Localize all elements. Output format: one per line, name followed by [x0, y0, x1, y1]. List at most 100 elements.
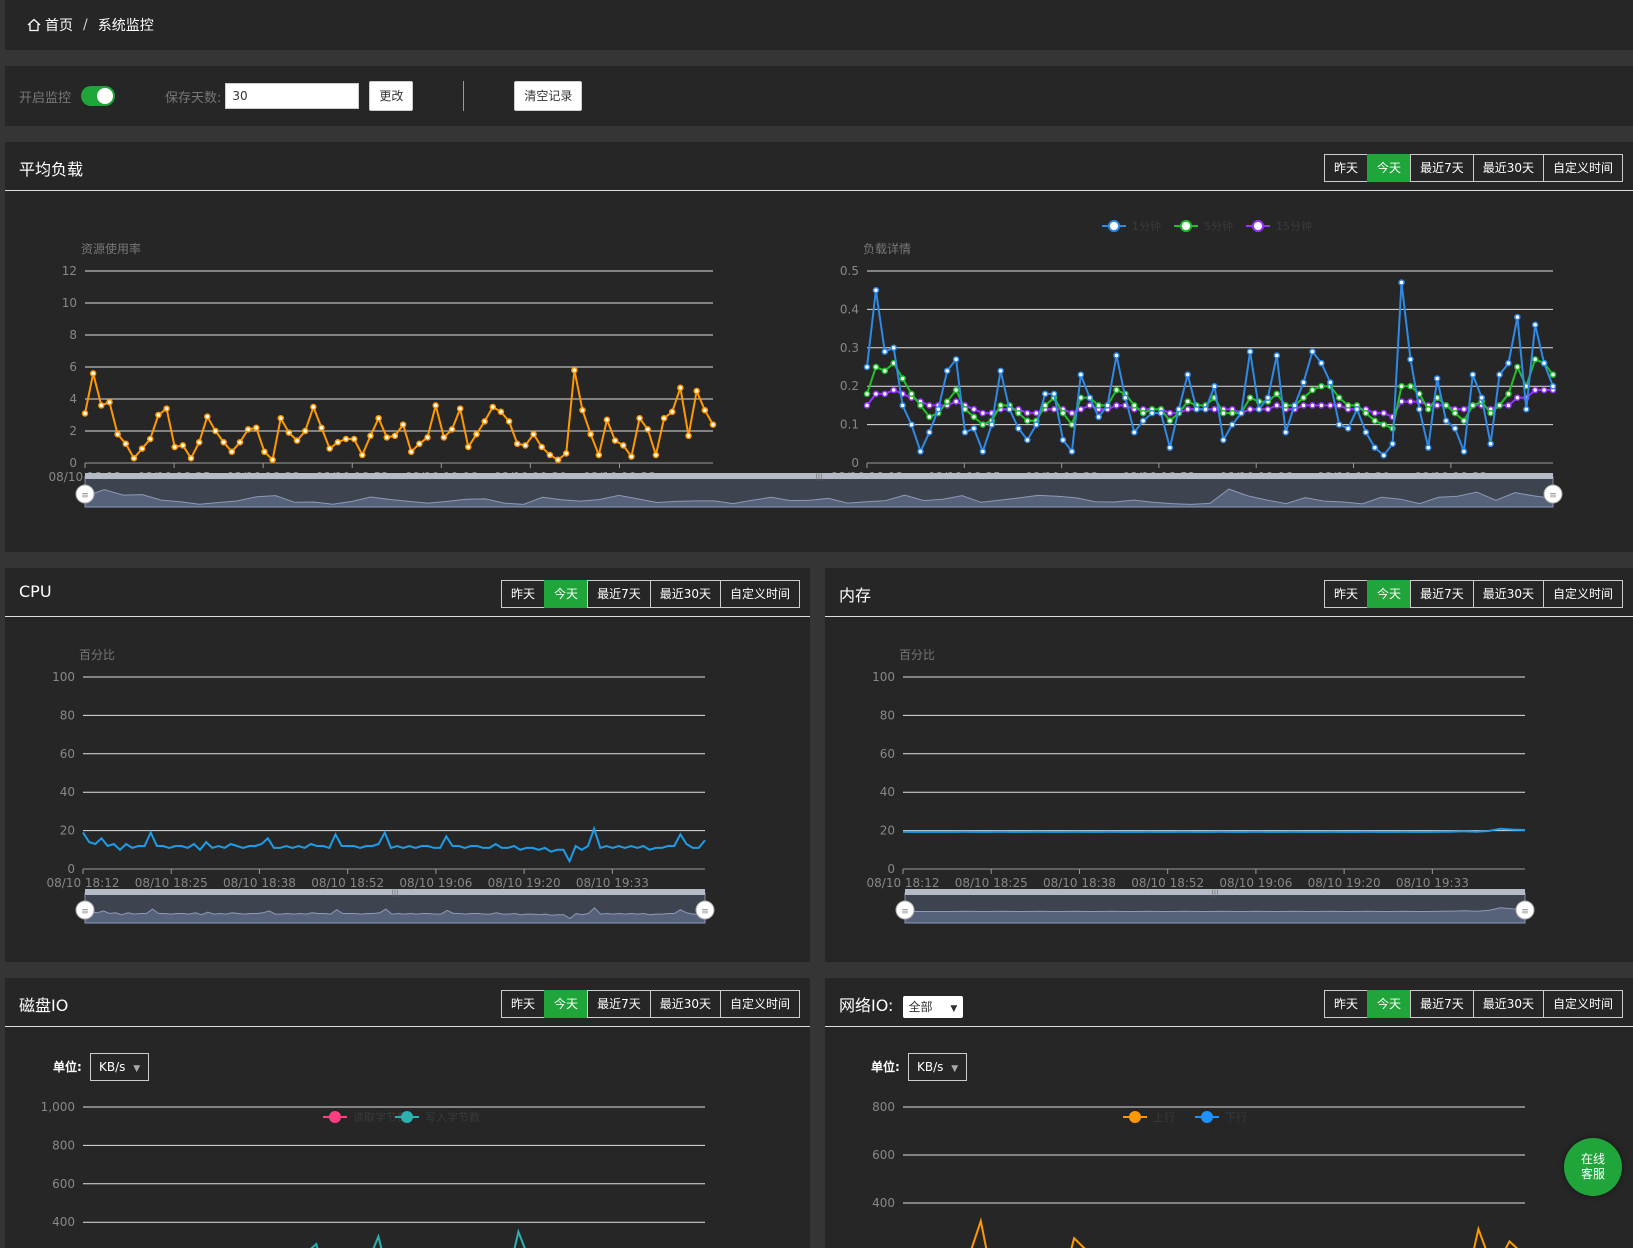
load-detail-2-point: [1184, 405, 1191, 413]
range-button[interactable]: 昨天: [501, 990, 546, 1018]
load-rate-point: [620, 442, 627, 449]
network-io-chart[interactable]: 400 600 800 上行 下行: [825, 1027, 1633, 1248]
x-tick-label: 08/10 18:52: [1131, 876, 1204, 890]
range-button[interactable]: 今天: [544, 990, 589, 1018]
load-detail-0-point: [1113, 352, 1120, 359]
range-button[interactable]: 最近30天: [649, 990, 721, 1018]
clear-records-button[interactable]: 清空记录: [514, 81, 583, 111]
load-rate-point: [465, 443, 472, 451]
network-panel-header: 网络IO: 全部 ▼ 昨天 今天 最近7天 最近30天 自定义时间: [825, 978, 1633, 1027]
x-tick-label: 08/10 18:38: [223, 876, 296, 890]
load-rate-point: [456, 405, 464, 412]
load-detail-2-point: [1113, 402, 1120, 409]
disk-io-chart[interactable]: 400 600 800 1,000 读取字节数 写入字节数: [5, 1027, 810, 1248]
range-button[interactable]: 最近30天: [1472, 990, 1544, 1018]
load-detail-1-point: [1015, 409, 1022, 417]
range-button[interactable]: 今天: [1367, 580, 1412, 608]
y-axis-title: 百分比: [79, 648, 115, 662]
network-interface-select[interactable]: 全部 ▼: [902, 995, 964, 1018]
load-detail-0-point: [1015, 425, 1022, 432]
network-unit-select[interactable]: KB/s ▼: [908, 1053, 968, 1081]
range-button[interactable]: 最近7天: [1410, 580, 1474, 608]
load-rate-point: [554, 456, 562, 464]
load-detail-0-point: [863, 363, 871, 371]
load-rate-point: [195, 438, 203, 446]
range-button[interactable]: 昨天: [501, 580, 546, 608]
range-button[interactable]: 最近30天: [649, 580, 721, 608]
load-rate-point: [359, 451, 366, 459]
range-button[interactable]: 自定义时间: [719, 580, 800, 608]
x-tick-label: 08/10 19:33: [576, 876, 649, 890]
zoom-slider-bar: [905, 889, 1525, 895]
load-detail-1-point: [1184, 398, 1191, 405]
range-button[interactable]: 最近30天: [1472, 580, 1544, 608]
y-tick-label: 0.1: [840, 418, 859, 432]
load-detail-0-point: [1309, 348, 1316, 355]
y-tick-label: 0: [887, 862, 895, 876]
load-detail-0-point: [1273, 352, 1281, 359]
load-detail-1-point: [970, 413, 978, 421]
zoom-preview-area: [84, 488, 1554, 508]
load-detail-1-point: [1514, 363, 1521, 371]
load-detail-0-point: [1496, 371, 1503, 378]
load-detail-2-point: [1505, 402, 1512, 409]
range-button[interactable]: 最近30天: [1472, 154, 1544, 182]
load-rate-point: [709, 421, 717, 428]
load-detail-1-point: [1362, 409, 1370, 417]
disk-unit-select[interactable]: KB/s ▼: [90, 1053, 150, 1081]
range-button[interactable]: 今天: [1367, 990, 1412, 1018]
y-tick-label: 80: [880, 708, 895, 722]
range-button[interactable]: 今天: [1367, 154, 1412, 182]
load-rate-point: [481, 418, 488, 425]
network-io-panel: 网络IO: 全部 ▼ 昨天 今天 最近7天 最近30天 自定义时间 单位: KB/s ▼…: [825, 978, 1633, 1248]
load-rate-point: [595, 451, 603, 459]
legend-label: 上行: [1153, 1111, 1175, 1124]
load-detail-0-point: [1131, 429, 1138, 436]
range-button[interactable]: 自定义时间: [1542, 580, 1623, 608]
y-tick-label: 40: [880, 785, 895, 799]
load-detail-0-point: [943, 367, 951, 375]
load-rate-point: [261, 448, 268, 456]
online-service-button[interactable]: 在线 客服: [1564, 1138, 1622, 1196]
range-button[interactable]: 昨天: [1324, 154, 1369, 182]
y-tick-label: 40: [60, 785, 75, 799]
y-tick-label: 4: [69, 392, 77, 406]
range-button[interactable]: 最近7天: [1410, 154, 1474, 182]
load-rate-point: [89, 370, 97, 377]
range-button[interactable]: 自定义时间: [1542, 990, 1623, 1018]
load-detail-1-point: [1318, 382, 1325, 390]
x-tick-label: 08/10 19:06: [399, 876, 472, 890]
days-input[interactable]: 30: [225, 83, 360, 109]
range-button[interactable]: 最近7天: [587, 990, 651, 1018]
range-button[interactable]: 最近7天: [587, 580, 651, 608]
monitor-toggle[interactable]: [81, 86, 116, 106]
range-button[interactable]: 昨天: [1324, 990, 1369, 1018]
range-button[interactable]: 自定义时间: [719, 990, 800, 1018]
x-tick-label: 08/10 18:12: [867, 876, 940, 890]
range-button[interactable]: 今天: [544, 580, 589, 608]
cpu-chart[interactable]: 0 20 40 60 80 100 百分比 08/10 18:12 08/10 18:25 08/…: [5, 617, 810, 962]
range-button[interactable]: 最近7天: [1410, 990, 1474, 1018]
load-detail-0-point: [1184, 371, 1191, 378]
breadcrumb-home[interactable]: 首页: [45, 18, 73, 34]
y-axis-title: 负载详情: [863, 241, 911, 256]
load-detail-1-point: [1229, 409, 1236, 417]
network-up-line: [970, 1217, 1519, 1248]
memory-chart[interactable]: 0 20 40 60 80 100 百分比 08/10 18:12 08/10 18:25 08/…: [825, 617, 1633, 962]
load-detail-0-point: [1531, 321, 1539, 329]
y-tick-label: 10: [62, 296, 77, 310]
load-rate-point: [98, 402, 105, 409]
range-button[interactable]: 昨天: [1324, 580, 1369, 608]
load-rate-point: [285, 429, 293, 436]
home-icon[interactable]: [27, 18, 41, 32]
zoom-handle-icon: ≡: [1549, 491, 1557, 501]
change-button[interactable]: 更改: [369, 81, 414, 111]
load-rate-point: [301, 427, 309, 435]
load-detail-0-point: [1264, 394, 1272, 401]
range-button[interactable]: 自定义时间: [1542, 154, 1623, 182]
y-tick-label: 20: [880, 824, 895, 838]
load-detail-0-point: [1487, 440, 1494, 448]
memory-line: [903, 827, 1526, 833]
load-detail-1-point: [997, 402, 1004, 409]
